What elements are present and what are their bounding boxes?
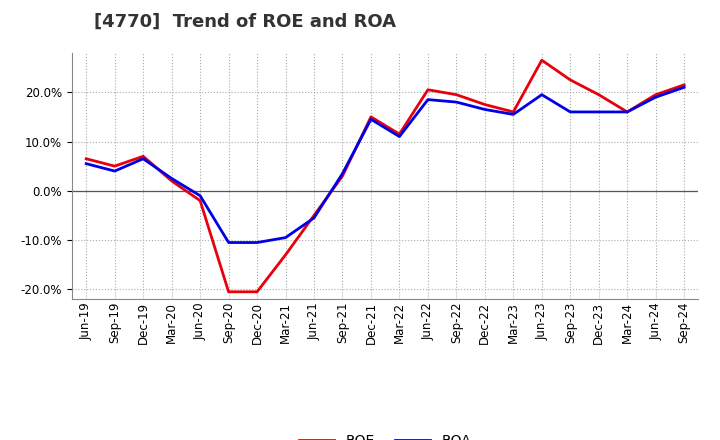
ROE [366,114,375,120]
ROE [395,132,404,137]
ROA [595,109,603,114]
ROE [225,289,233,294]
ROA [167,176,176,181]
ROE [652,92,660,97]
ROA [680,84,688,90]
Legend: ROE, ROA: ROE, ROA [300,434,471,440]
ROE [196,198,204,203]
ROE [480,102,489,107]
ROE [423,87,432,92]
ROE [680,82,688,88]
ROE [566,77,575,83]
ROA [366,117,375,122]
ROA [196,193,204,198]
ROE [338,173,347,179]
ROA [566,109,575,114]
ROA [623,109,631,114]
ROA [82,161,91,166]
ROE [537,58,546,63]
ROA [282,235,290,240]
ROA [253,240,261,245]
ROE [167,178,176,183]
Line: ROA: ROA [86,87,684,242]
ROE [110,164,119,169]
ROA [338,171,347,176]
ROE [82,156,91,161]
Line: ROE: ROE [86,60,684,292]
ROA [509,112,518,117]
ROE [253,289,261,294]
ROA [423,97,432,102]
ROE [509,109,518,114]
ROA [110,169,119,174]
ROE [139,154,148,159]
ROA [452,99,461,105]
ROA [652,95,660,100]
ROE [282,252,290,257]
ROE [310,213,318,218]
ROA [395,134,404,139]
ROA [225,240,233,245]
Text: [4770]  Trend of ROE and ROA: [4770] Trend of ROE and ROA [94,13,395,31]
ROA [310,215,318,220]
ROA [537,92,546,97]
ROE [623,109,631,114]
ROA [480,107,489,112]
ROE [452,92,461,97]
ROA [139,156,148,161]
ROE [595,92,603,97]
